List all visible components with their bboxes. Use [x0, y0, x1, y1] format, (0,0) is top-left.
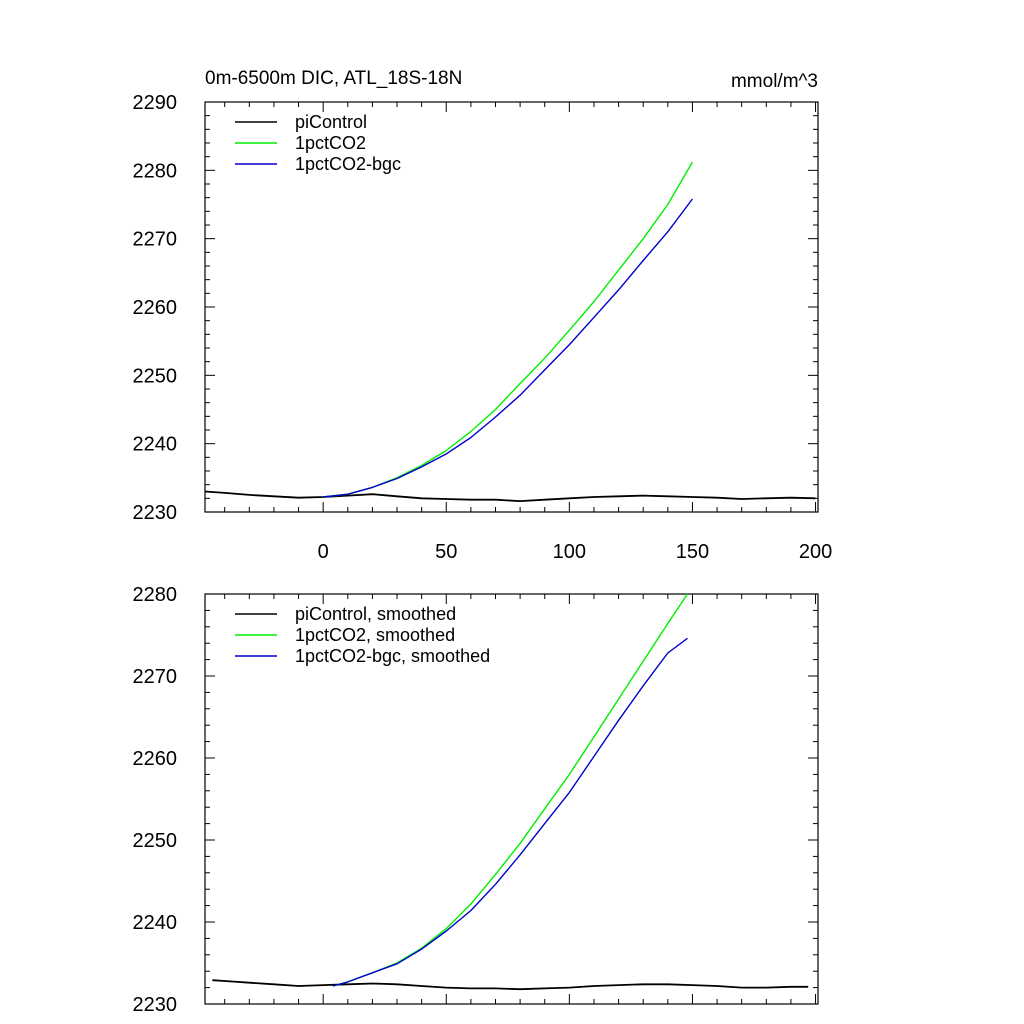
bottom-legend-label: 1pctCO2, smoothed	[295, 625, 455, 645]
top-legend-label: piControl	[295, 112, 367, 132]
top-series-line-0	[204, 490, 816, 503]
bottom-legend-label: piControl, smoothed	[295, 604, 456, 624]
figure-title: 0m-6500m DIC, ATL_18S-18N	[205, 68, 462, 89]
bottom-y-tick-label: 2270	[133, 666, 178, 688]
top-x-tick-label: 50	[435, 541, 457, 563]
bottom-y-tick-label: 2250	[133, 830, 178, 852]
top-legend-label: 1pctCO2-bgc	[295, 154, 401, 174]
top-series-line-1	[323, 161, 694, 498]
bottom-panel: 2230 2240 2250 2260 2270 2280 piControl, smoot…	[133, 584, 819, 1016]
top-x-tick-label: 150	[676, 541, 709, 563]
top-y-tick-label: 2260	[133, 297, 178, 319]
top-legend-label: 1pctCO2	[295, 133, 366, 153]
bottom-plot-frame	[204, 593, 819, 1005]
top-y-tick-label: 2230	[133, 502, 178, 524]
bottom-y-tick-label: 2230	[133, 994, 178, 1016]
top-series-line-2	[323, 198, 693, 498]
figure-units: mmol/m^3	[731, 71, 818, 92]
top-y-tick-label: 2280	[133, 160, 178, 182]
bottom-series-line-2	[332, 637, 688, 987]
top-x-tick-label: 200	[799, 541, 832, 563]
bottom-y-tick-label: 2280	[133, 584, 178, 606]
top-y-tick-label: 2290	[133, 92, 178, 114]
bottom-legend-label: 1pctCO2-bgc, smoothed	[295, 646, 490, 666]
top-y-tick-label: 2250	[133, 365, 178, 387]
top-panel: 2230 2240 2250 2260 2270 2280 2290 0 50 100 150 200…	[133, 92, 833, 563]
bottom-series-line-0	[212, 979, 809, 991]
top-y-tick-label: 2270	[133, 229, 178, 251]
bottom-y-tick-label: 2260	[133, 748, 178, 770]
bottom-y-tick-label: 2240	[133, 912, 178, 934]
top-x-tick-label: 0	[318, 541, 329, 563]
top-y-tick-label: 2240	[133, 434, 178, 456]
top-x-tick-label: 100	[553, 541, 586, 563]
